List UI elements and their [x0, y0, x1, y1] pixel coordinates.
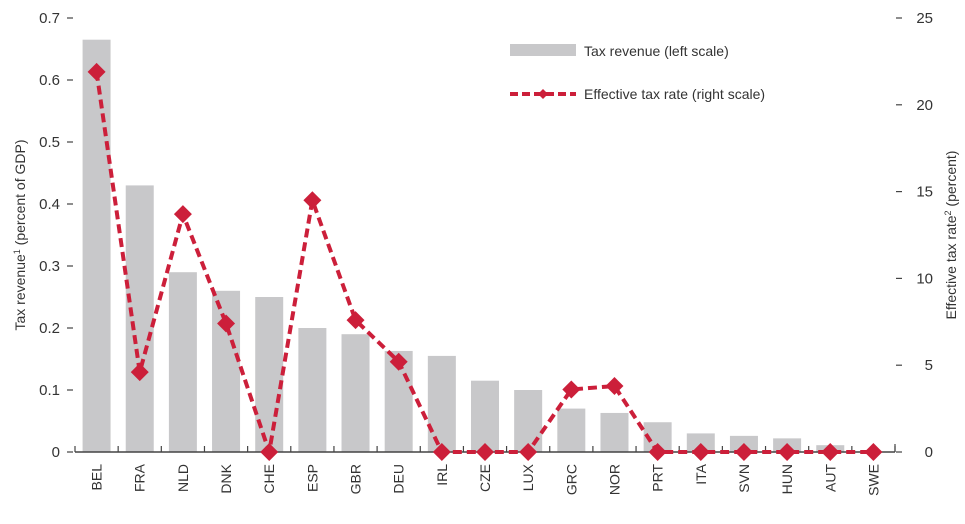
legend-swatch-diamond: [538, 89, 548, 99]
marker-lux: [519, 443, 538, 461]
x-tick-label-svn: SVN: [736, 464, 752, 493]
x-tick-label-esp: ESP: [304, 464, 320, 492]
marker-deu: [389, 352, 408, 371]
right-tick-label: 15: [916, 184, 933, 201]
marker-esp: [303, 191, 322, 210]
legend-label-effective-tax-rate: Effective tax rate (right scale): [584, 86, 765, 102]
right-tick-label: 10: [916, 270, 933, 287]
left-tick-label: 0.7: [39, 10, 60, 27]
marker-fra: [130, 363, 149, 382]
x-tick-label-che: CHE: [261, 464, 277, 494]
marker-dnk: [217, 314, 236, 333]
marker-bel: [87, 62, 106, 81]
left-tick-label: 0.4: [39, 196, 60, 213]
marker-nor: [605, 377, 624, 396]
right-tick-label: 5: [925, 357, 933, 374]
marker-swe: [864, 443, 883, 461]
bar-nor: [600, 412, 629, 452]
marker-ita: [691, 443, 710, 461]
bar-lux: [514, 390, 543, 452]
axes-layer: BEL FRA NLD DNK CHE ESP GBR DEU IRL CZE LUX GRC NOR P…: [39, 10, 933, 496]
bar-che: [255, 297, 284, 452]
marker-cze: [476, 443, 494, 461]
x-tick-label-gbr: GBR: [348, 464, 364, 494]
bar-cze: [471, 380, 499, 452]
left-tick-label: 0: [52, 444, 60, 461]
right-tick-label: 20: [916, 97, 933, 114]
marker-hun: [778, 443, 797, 461]
bar-ita: [686, 433, 715, 452]
left-tick-label: 0.6: [39, 72, 60, 89]
x-tick-label-aut: AUT: [822, 464, 838, 492]
left-tick-label: 0.3: [39, 258, 60, 275]
bar-nld: [168, 272, 197, 452]
bar-gbr: [341, 334, 370, 452]
marker-aut: [821, 443, 840, 461]
x-tick-label-grc: GRC: [563, 464, 579, 495]
x-tick-label-hun: HUN: [779, 464, 795, 494]
x-tick-label-lux: LUX: [520, 463, 536, 491]
marker-che: [260, 443, 279, 461]
x-tick-label-dnk: DNK: [218, 463, 234, 493]
marker-nld: [173, 205, 192, 224]
x-tick-label-nor: NOR: [606, 464, 622, 495]
marker-irl: [432, 443, 451, 461]
bars-layer: [82, 39, 845, 452]
line-layer: [87, 62, 883, 461]
right-tick-label: 0: [925, 444, 933, 461]
axis-title-main: Tax revenue: [12, 254, 28, 330]
left-tick-label: 0.5: [39, 134, 60, 151]
left-tick-label: 0.1: [39, 382, 60, 399]
x-tick-label-fra: FRA: [132, 463, 148, 492]
x-tick-label-cze: CZE: [477, 464, 493, 492]
x-tick-label-irl: IRL: [434, 464, 450, 486]
axis-title-footnote: 1: [12, 249, 22, 254]
bar-fra: [125, 185, 154, 452]
axis-title-unit: (percent of GDP): [12, 140, 28, 250]
x-tick-label-nld: NLD: [175, 464, 191, 492]
legend-label-tax-revenue: Tax revenue (left scale): [584, 43, 729, 59]
bar-esp: [298, 328, 327, 452]
x-tick-label-ita: ITA: [693, 463, 709, 484]
axis-title-unit: (percent): [943, 151, 959, 211]
legend-swatch-tax-revenue: [510, 44, 576, 56]
x-tick-label-swe: SWE: [865, 464, 881, 496]
left-tick-label: 0.2: [39, 320, 60, 337]
legend: Tax revenue (left scale) Effective tax r…: [510, 43, 765, 102]
x-tick-label-bel: BEL: [89, 464, 105, 491]
right-tick-label: 25: [916, 10, 933, 27]
x-tick-label-deu: DEU: [391, 464, 407, 494]
axis-title-footnote: 2: [943, 210, 953, 215]
x-tick-label-prt: PRT: [650, 464, 666, 492]
bar-irl: [427, 355, 456, 452]
marker-gbr: [346, 311, 365, 330]
axis-title-main: Effective tax rate: [943, 215, 959, 319]
bar-bel: [82, 39, 111, 452]
marker-prt: [648, 443, 667, 461]
marker-grc: [562, 380, 581, 399]
right-axis-title: Effective tax rate2 (percent): [943, 151, 959, 320]
marker-svn: [734, 443, 753, 461]
bar-grc: [557, 408, 586, 452]
left-axis-title: Tax revenue1 (percent of GDP): [12, 140, 28, 331]
